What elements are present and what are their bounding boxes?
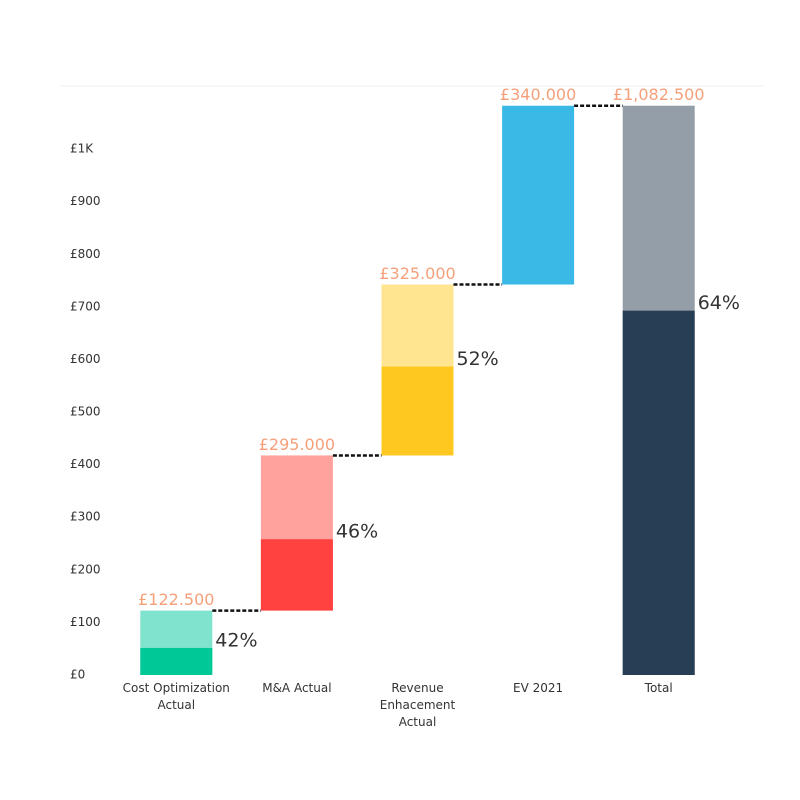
- x-tick-label: Cost Optimization Actual: [122, 681, 230, 712]
- x-tick-label: Total: [644, 681, 673, 695]
- value-label: £122.500: [138, 590, 214, 609]
- share-segment: [381, 366, 454, 456]
- value-label: £1,082.500: [613, 85, 705, 104]
- share-label: 64%: [698, 292, 740, 314]
- y-tick-label: £1K: [70, 142, 94, 156]
- y-tick-label: £400: [70, 457, 101, 471]
- share-label: 42%: [215, 629, 257, 651]
- share-segment: [260, 539, 333, 611]
- value-label: £340.000: [500, 85, 576, 104]
- y-tick-label: £0: [70, 668, 85, 682]
- y-tick-label: £300: [70, 510, 101, 524]
- x-tick-label: M&A Actual: [262, 681, 332, 695]
- value-label: £295.000: [259, 435, 335, 454]
- y-tick-label: £800: [70, 247, 101, 261]
- y-tick-label: £100: [70, 615, 101, 629]
- y-tick-label: £600: [70, 352, 101, 366]
- y-tick-label: £500: [70, 405, 101, 419]
- x-tick-label: Revenue Enhacement Actual: [379, 681, 456, 729]
- share-segment: [140, 647, 213, 675]
- value-label: £325.000: [379, 264, 455, 283]
- y-tick-label: £700: [70, 299, 101, 313]
- y-tick-label: £200: [70, 562, 101, 576]
- y-tick-label: £900: [70, 194, 101, 208]
- bar: [502, 105, 575, 285]
- share-segment: [622, 310, 695, 675]
- x-tick-label: EV 2021: [513, 681, 564, 695]
- share-label: 52%: [457, 348, 499, 370]
- share-label: 46%: [336, 521, 378, 543]
